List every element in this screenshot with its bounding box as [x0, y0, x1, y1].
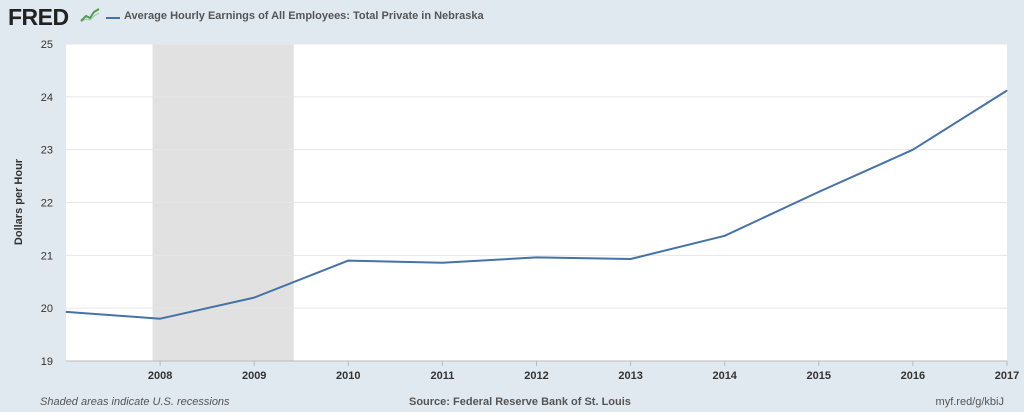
x-tick-label: 2014: [712, 370, 737, 382]
data-point[interactable]: [65, 311, 67, 313]
line-chart: 2008 2009 2010 2011 2012 2013 2014 2015 2016 2017…: [13, 39, 1019, 382]
x-tick-label: 2016: [901, 370, 925, 382]
x-tick-label: 2008: [148, 370, 172, 382]
data-point[interactable]: [441, 262, 443, 264]
y-tick-label: 24: [41, 92, 53, 104]
x-tick-label: 2009: [242, 370, 266, 382]
data-point[interactable]: [536, 256, 537, 258]
y-tick-label: 23: [41, 145, 53, 157]
legend-swatch: [106, 17, 120, 19]
y-tick-label: 20: [41, 303, 53, 315]
series-layer: [65, 89, 1008, 320]
x-tick-label: 2013: [618, 370, 642, 382]
data-point[interactable]: [818, 191, 820, 193]
data-point[interactable]: [159, 318, 161, 320]
data-point[interactable]: [1006, 89, 1008, 91]
fred-logo[interactable]: FRED: [8, 4, 69, 30]
y-tick-label: 22: [41, 198, 53, 210]
x-tick-label: 2012: [524, 370, 548, 382]
x-axis: 2008 2009 2010 2011 2012 2013 2014 2015 2016 2017: [148, 361, 1019, 382]
grid-layer: [66, 43, 1007, 362]
x-tick-label: 2015: [807, 370, 831, 382]
data-point[interactable]: [630, 258, 632, 260]
legend-series-label: Average Hourly Earnings of All Employees…: [124, 10, 484, 22]
y-tick-label: 19: [41, 356, 53, 368]
x-tick-label: 2011: [430, 370, 454, 382]
source-note: Source: Federal Reserve Bank of St. Loui…: [409, 396, 631, 408]
fred-graph-icon: [80, 7, 100, 23]
data-point[interactable]: [347, 260, 349, 262]
x-tick-label: 2010: [336, 370, 360, 382]
y-tick-label: 25: [41, 39, 53, 51]
recession-note: Shaded areas indicate U.S. recessions: [40, 396, 230, 408]
data-point[interactable]: [724, 235, 726, 237]
chart-header: FRED Average Hourly Earnings of All Empl…: [0, 0, 1024, 34]
short-url-link[interactable]: myf.red/g/kbiJ: [935, 396, 1004, 408]
y-axis: 19 20 21 22 23 24 25: [41, 39, 53, 368]
data-point[interactable]: [912, 149, 914, 151]
x-tick-label: 2017: [995, 370, 1019, 382]
data-point[interactable]: [253, 297, 255, 299]
y-axis-label: Dollars per Hour: [13, 158, 25, 245]
y-tick-label: 21: [41, 250, 53, 262]
